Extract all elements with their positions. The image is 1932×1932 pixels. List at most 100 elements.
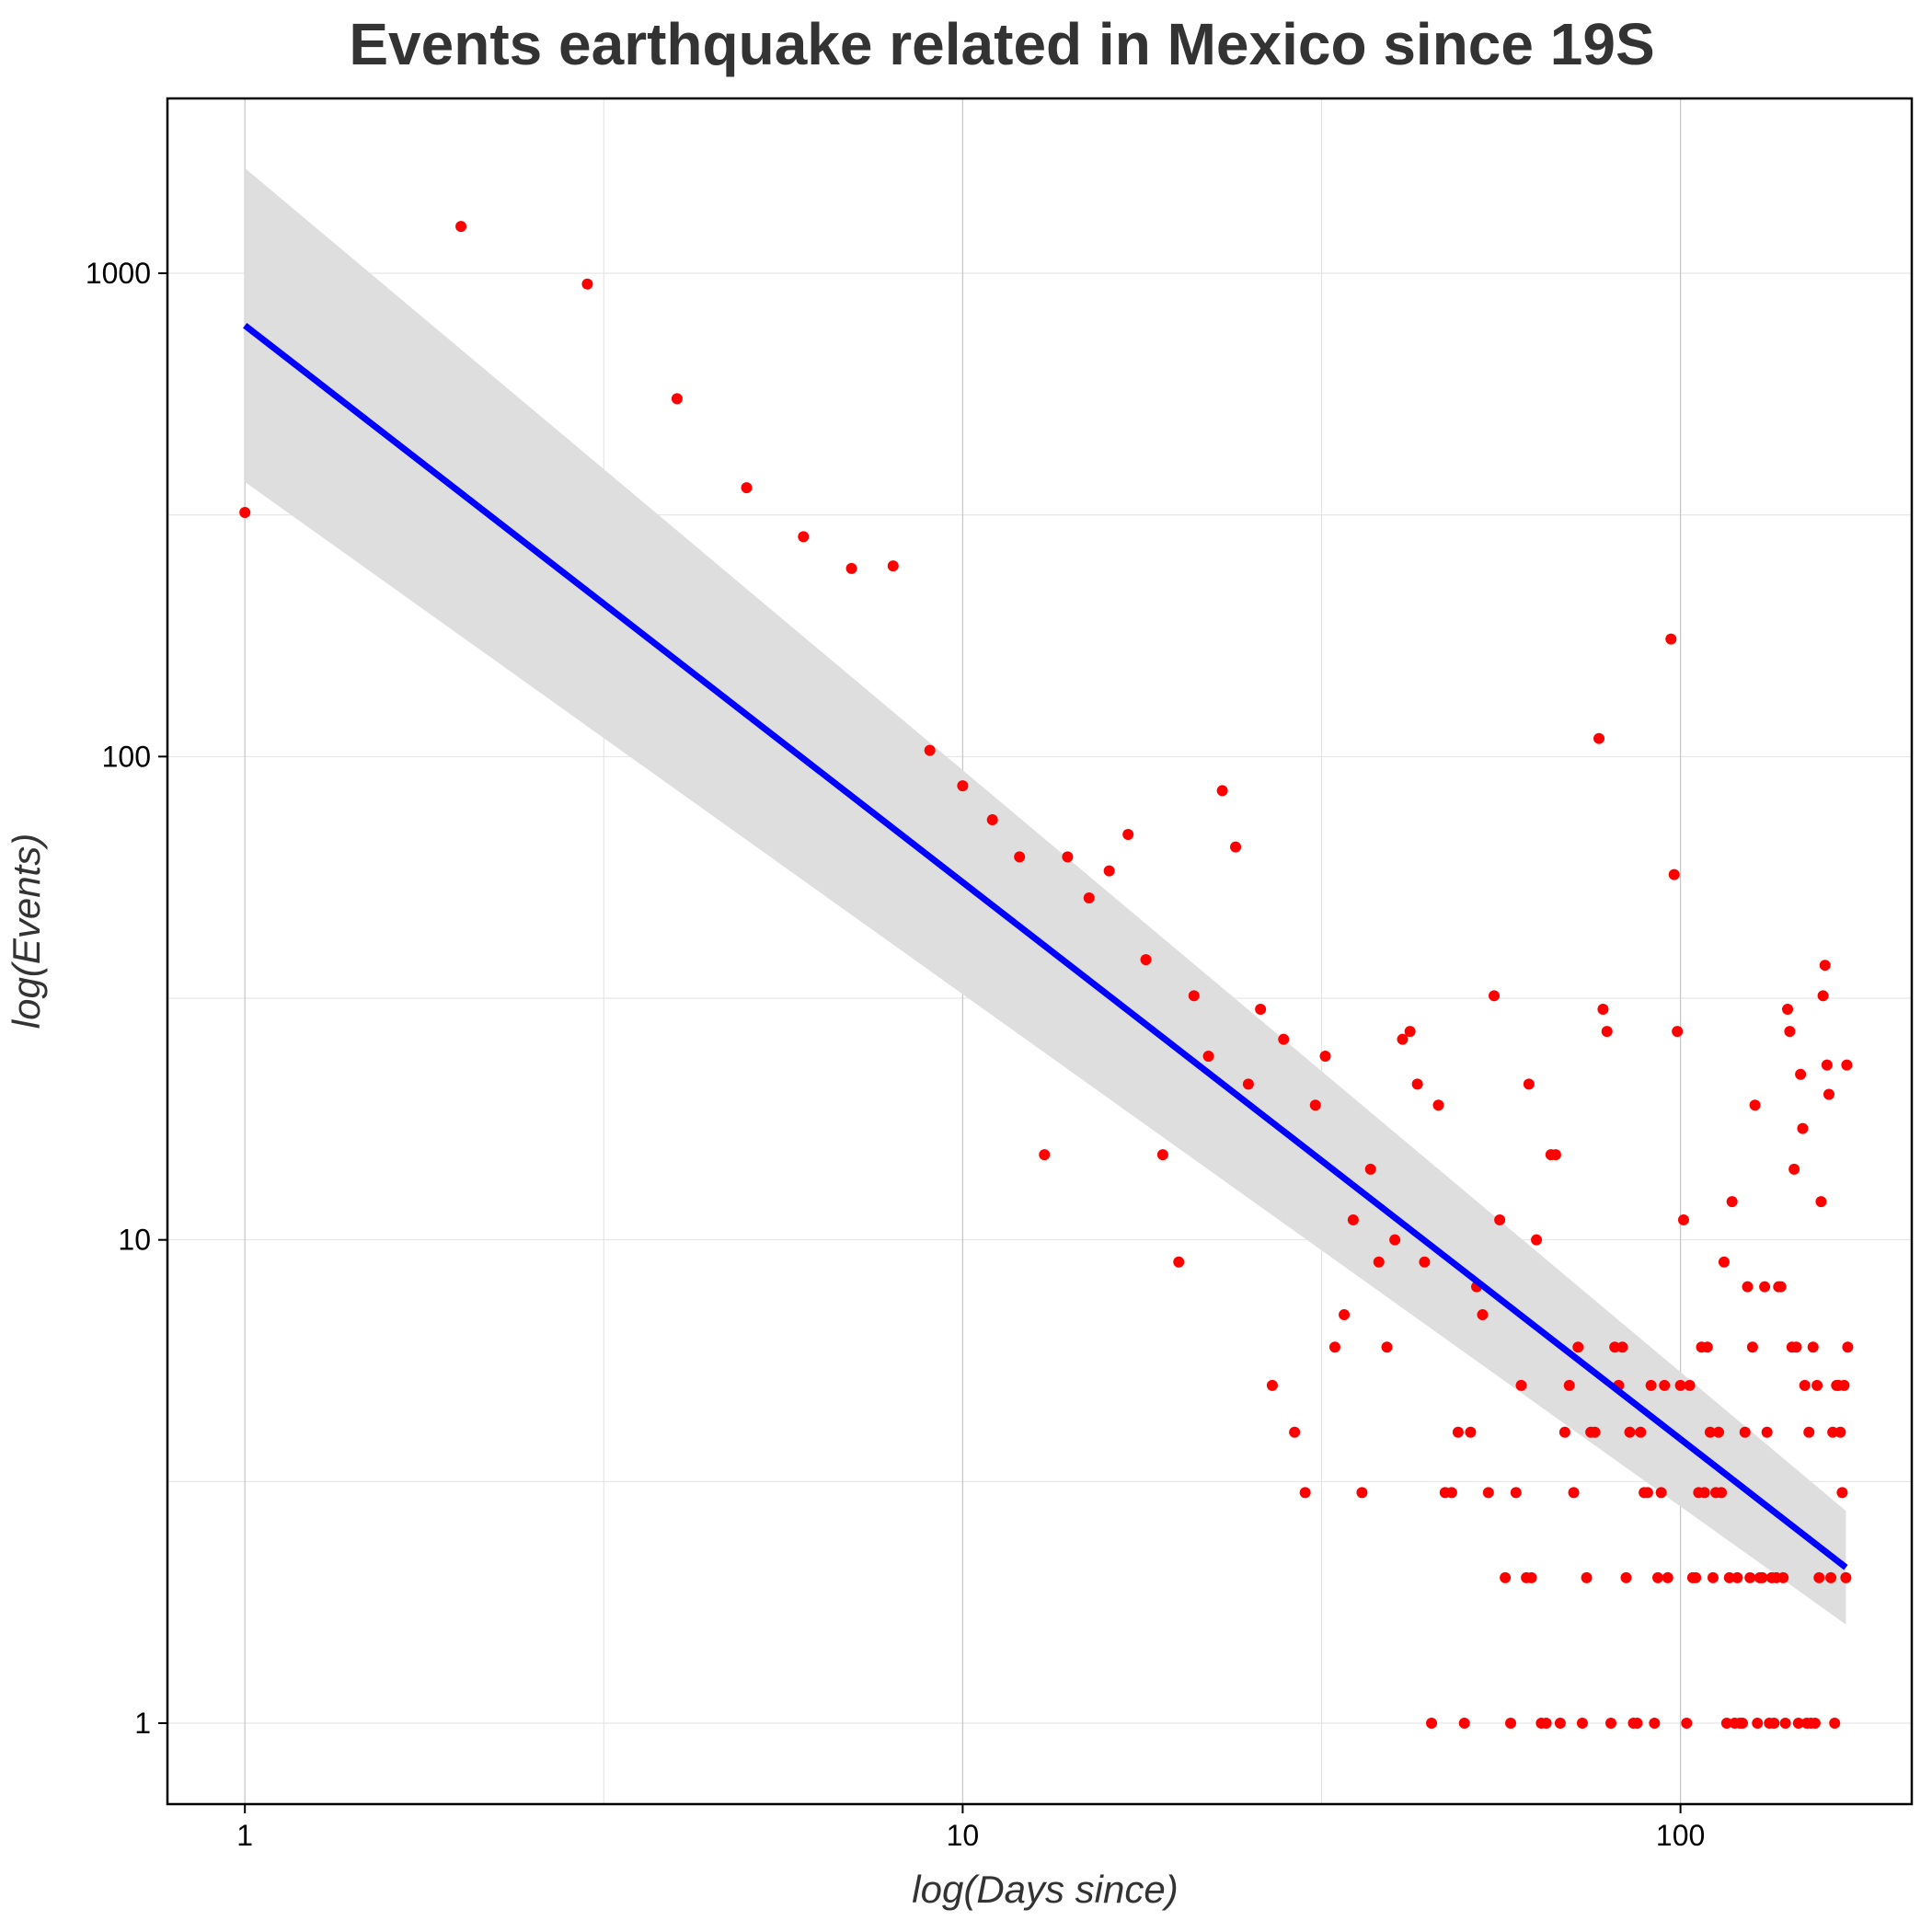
data-point <box>1807 1341 1819 1353</box>
data-point <box>1397 1033 1409 1045</box>
data-point <box>1616 1341 1628 1353</box>
data-point <box>1834 1426 1846 1438</box>
data-point <box>1777 1571 1789 1583</box>
data-point <box>741 482 753 494</box>
data-point <box>1742 1281 1754 1293</box>
data-point <box>1452 1426 1464 1438</box>
data-point <box>1432 1099 1444 1111</box>
data-point <box>1278 1033 1290 1045</box>
data-point <box>1701 1341 1713 1353</box>
y-tick-label: 1000 <box>86 257 151 290</box>
data-point <box>1289 1426 1301 1438</box>
data-point <box>1604 1718 1616 1730</box>
data-point <box>1589 1426 1601 1438</box>
data-point <box>1825 1571 1837 1583</box>
data-point <box>1188 990 1200 1002</box>
plot-area <box>166 97 1914 1806</box>
data-point <box>1411 1078 1423 1090</box>
data-point <box>581 278 593 290</box>
data-point <box>1698 1487 1710 1499</box>
data-point <box>1568 1487 1580 1499</box>
y-tick-label: 1 <box>134 1707 151 1740</box>
data-point <box>1782 1004 1794 1016</box>
data-point <box>1558 1426 1570 1438</box>
data-point <box>1419 1256 1431 1268</box>
data-point <box>1525 1571 1537 1583</box>
data-point <box>239 506 251 518</box>
data-point <box>845 562 857 574</box>
data-point <box>455 221 467 233</box>
data-point <box>1347 1213 1359 1225</box>
y-axis-label: log(Events) <box>5 834 48 1029</box>
data-point <box>1736 1718 1748 1730</box>
data-point <box>1768 1718 1780 1730</box>
data-point <box>1672 1026 1684 1038</box>
data-point <box>1242 1078 1254 1090</box>
data-point <box>1659 1379 1671 1391</box>
x-tick-label: 1 <box>236 1819 253 1852</box>
data-point <box>1840 1571 1852 1583</box>
data-point <box>1620 1571 1632 1583</box>
data-point <box>1319 1050 1331 1062</box>
data-point <box>1202 1050 1214 1062</box>
data-point <box>1752 1718 1764 1730</box>
data-point <box>1761 1426 1773 1438</box>
data-point <box>1505 1718 1517 1730</box>
data-point <box>1838 1379 1850 1391</box>
data-point <box>1389 1234 1401 1246</box>
data-point <box>1726 1196 1738 1208</box>
data-point <box>1759 1281 1771 1293</box>
data-point <box>1649 1718 1661 1730</box>
data-point <box>887 560 899 572</box>
confidence-band <box>245 167 1846 1625</box>
data-point <box>1821 1059 1833 1071</box>
x-axis: 1 10 100 <box>236 1804 1705 1852</box>
data-point <box>1792 1718 1804 1730</box>
data-point <box>1593 732 1605 744</box>
data-point <box>1811 1379 1823 1391</box>
data-point <box>1645 1379 1657 1391</box>
data-point <box>1841 1059 1853 1071</box>
data-point <box>1795 1068 1807 1080</box>
data-point <box>1576 1718 1588 1730</box>
data-point <box>1482 1487 1494 1499</box>
data-point <box>1500 1571 1512 1583</box>
data-point <box>1601 1026 1613 1038</box>
data-point <box>1842 1341 1854 1353</box>
data-point <box>957 780 969 792</box>
data-point <box>1494 1213 1506 1225</box>
data-point <box>1668 868 1680 880</box>
data-point <box>1684 1379 1696 1391</box>
data-point <box>1039 1149 1051 1161</box>
data-point <box>1230 841 1242 853</box>
data-point <box>1255 1004 1267 1016</box>
data-point <box>924 744 936 756</box>
data-point <box>1819 960 1831 972</box>
x-axis-label: log(Days since) <box>912 1868 1178 1911</box>
data-point <box>1631 1718 1643 1730</box>
data-point <box>1681 1718 1693 1730</box>
data-point <box>1652 1571 1664 1583</box>
data-point <box>1655 1487 1667 1499</box>
data-point <box>1746 1341 1758 1353</box>
data-point <box>1581 1571 1593 1583</box>
data-point <box>1510 1487 1522 1499</box>
data-point <box>1563 1379 1575 1391</box>
data-point <box>1458 1718 1470 1730</box>
data-point <box>1309 1099 1321 1111</box>
scatter-points <box>239 221 1854 1730</box>
data-point <box>1715 1487 1727 1499</box>
data-point <box>1328 1341 1340 1353</box>
data-point <box>1465 1426 1477 1438</box>
data-point <box>1373 1256 1385 1268</box>
data-point <box>1739 1426 1751 1438</box>
data-point <box>1756 1571 1768 1583</box>
data-point <box>986 814 998 826</box>
data-point <box>1531 1234 1543 1246</box>
data-point <box>1823 1088 1834 1100</box>
data-point <box>1549 1149 1561 1161</box>
data-point <box>1216 785 1228 797</box>
data-point <box>1597 1004 1609 1016</box>
data-point <box>1718 1256 1730 1268</box>
